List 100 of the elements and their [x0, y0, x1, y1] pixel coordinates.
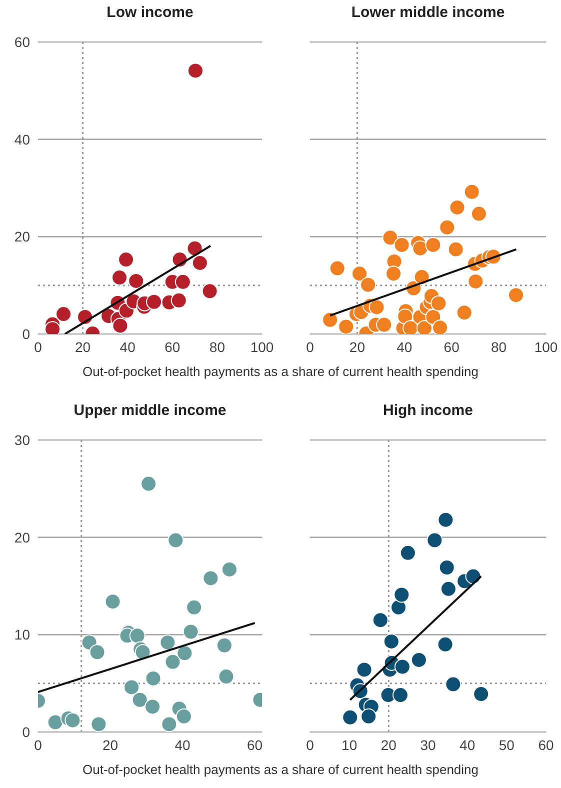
point — [164, 654, 181, 670]
point — [449, 199, 466, 216]
point — [376, 316, 392, 333]
x-tick-label: 60 — [164, 338, 180, 355]
point — [202, 283, 218, 300]
point — [47, 714, 64, 730]
point — [372, 612, 388, 628]
x-tick-label: 40 — [396, 338, 412, 355]
point — [437, 636, 454, 652]
point — [410, 652, 427, 668]
point — [322, 312, 338, 328]
point — [392, 687, 408, 704]
point — [192, 254, 208, 271]
x-tick-label: 60 — [444, 338, 460, 355]
point — [221, 561, 238, 578]
x-tick-label: 80 — [491, 338, 507, 355]
point — [118, 252, 134, 268]
point — [161, 716, 178, 732]
point — [112, 318, 128, 334]
point — [128, 272, 144, 289]
point — [112, 270, 128, 286]
chart-title: Lower middle income — [350, 4, 506, 21]
point — [182, 624, 199, 640]
x-tick-label: 60 — [246, 736, 263, 753]
x-tick-label: 0 — [306, 736, 314, 753]
point — [160, 634, 176, 650]
x-tick-label: 10 — [342, 736, 358, 753]
point — [176, 645, 193, 662]
point — [187, 62, 204, 79]
point — [386, 266, 402, 282]
point — [356, 662, 372, 678]
x-tick-label: 40 — [460, 736, 476, 753]
y-tick-label: 40 — [14, 131, 30, 148]
point — [426, 532, 443, 548]
point — [394, 658, 410, 675]
point — [402, 320, 419, 334]
y-tick-label: 60 — [14, 34, 30, 50]
y-tick-label: 0 — [22, 724, 30, 740]
point — [473, 686, 490, 702]
point — [448, 241, 464, 258]
x-tick-label: 100 — [250, 338, 274, 355]
point — [132, 692, 148, 708]
point — [508, 287, 524, 304]
x-tick-label: 80 — [209, 338, 226, 355]
point — [445, 676, 462, 692]
x-tick-label: 40 — [174, 736, 191, 753]
point — [64, 712, 81, 728]
point — [146, 294, 162, 310]
x-tick-label: 20 — [349, 338, 366, 355]
x-tick-label: 0 — [34, 736, 42, 753]
y-tick-label: 20 — [14, 228, 30, 245]
point — [456, 304, 472, 321]
point — [145, 670, 162, 686]
point — [174, 274, 191, 290]
y-tick-label: 10 — [14, 626, 30, 643]
point — [144, 698, 161, 715]
point — [416, 320, 432, 334]
point — [438, 560, 455, 576]
point — [168, 532, 184, 548]
point — [383, 633, 400, 650]
point — [440, 580, 456, 597]
point — [218, 668, 234, 685]
chart-title: High income — [382, 402, 474, 419]
x-tick-label: 50 — [498, 736, 515, 753]
chart-title: Low income — [106, 4, 194, 21]
point — [342, 709, 358, 726]
point — [425, 236, 442, 253]
x-tick-label: 0 — [306, 338, 314, 355]
x-tick-label: 20 — [75, 338, 91, 355]
point — [186, 599, 202, 616]
x-tick-label: 40 — [120, 338, 136, 355]
point — [470, 206, 487, 222]
point — [412, 240, 428, 256]
point — [89, 644, 106, 660]
point — [134, 644, 151, 660]
x-axis-title: Out-of-pocket health payments as a share of current health spending — [81, 762, 480, 777]
x-tick-label: 0 — [34, 338, 42, 355]
point — [338, 318, 354, 334]
point — [202, 570, 219, 586]
y-tick-label: 0 — [22, 326, 30, 342]
point — [430, 295, 447, 312]
chart-title: Upper middle income — [72, 402, 228, 419]
point — [382, 230, 398, 246]
point — [56, 306, 72, 322]
point — [104, 594, 121, 610]
x-tick-label: 20 — [380, 736, 397, 753]
point — [400, 544, 416, 561]
point — [352, 266, 368, 282]
point — [329, 260, 346, 276]
point — [129, 628, 146, 644]
point — [140, 476, 157, 492]
point — [360, 708, 377, 724]
point — [390, 599, 406, 616]
point — [468, 273, 484, 290]
x-tick-label: 30 — [420, 736, 436, 753]
x-axis-title: Out-of-pocket health payments as a share of current health spending — [81, 364, 480, 379]
point — [90, 716, 107, 732]
x-tick-label: 100 — [534, 338, 558, 355]
point — [360, 276, 376, 293]
x-tick-label: 60 — [538, 736, 554, 753]
